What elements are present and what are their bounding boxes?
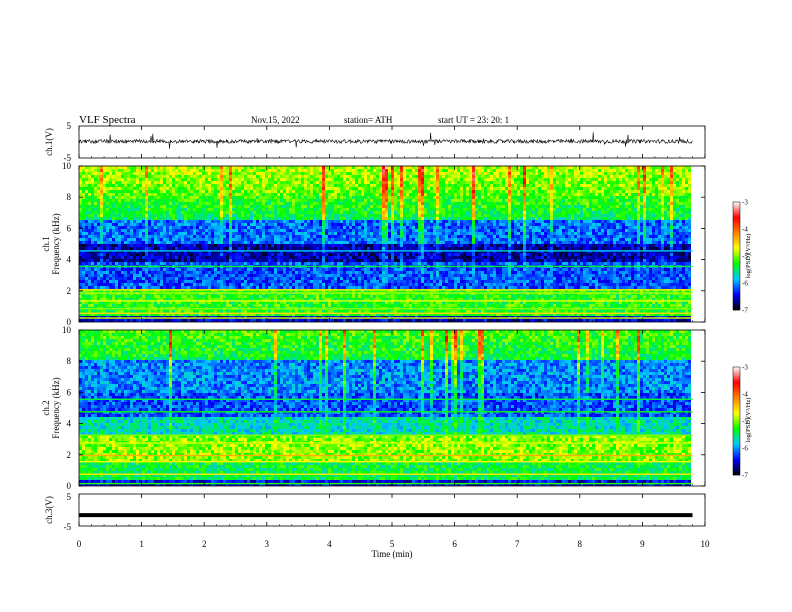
ch1-channel-label: ch.1 xyxy=(41,236,51,251)
ch1-colorbar-tick-label: -3 xyxy=(742,199,748,207)
ch1-waveform-line xyxy=(78,132,693,149)
ch1-ytick-top: 5 xyxy=(67,121,72,131)
ch1-spectrogram-ytick-label: 4 xyxy=(67,255,72,265)
ch3-waveform-panel: 5 -5 ch.3(V) xyxy=(44,492,706,532)
x-tick-label: 7 xyxy=(515,539,520,549)
ch2-colorbar-tick-label: -7 xyxy=(742,472,748,480)
ch2-spectrogram-ytick-label: 8 xyxy=(67,356,72,366)
station-label: station= ATH xyxy=(344,115,393,125)
ch1-colorbar: -3 -4 -5 -6 -7 xyxy=(732,199,748,315)
x-tick-label: 5 xyxy=(390,539,395,549)
ch2-spectrogram-panel: 0 2 4 6 8 10 Frequency (kHz) ch.2 xyxy=(41,325,706,491)
time-axis: 0 1 2 3 4 5 6 7 8 9 10 xyxy=(77,126,710,549)
ch1-waveform-panel: 5 -5 ch.1(V) xyxy=(44,121,706,163)
ch3-ytick-top: 5 xyxy=(67,492,72,502)
date-label: Nov.15, 2022 xyxy=(251,115,300,125)
ch2-channel-label: ch.2 xyxy=(41,400,51,415)
x-tick-label: 1 xyxy=(139,539,144,549)
ch2-colorbar-tick-label: -5 xyxy=(742,418,748,426)
ch1-spectrogram-ytick-label: 0 xyxy=(67,317,72,327)
ch2-spectrogram-ytick-label: 0 xyxy=(67,481,72,491)
ch2-colorbar-tick-label: -6 xyxy=(742,445,748,453)
x-tick-label: 6 xyxy=(452,539,457,549)
ch1-frequency-ylabel: Frequency (kHz) xyxy=(51,213,61,274)
ch1-spectrogram-ytick-label: 10 xyxy=(62,161,72,171)
ch2-colorbar-label: log(PSD)(V²/Hz) xyxy=(745,398,752,443)
ch1-spectrogram-ytick-label: 2 xyxy=(67,286,72,296)
ch1-spectrogram-ytick-label: 8 xyxy=(67,192,72,202)
x-tick-label: 10 xyxy=(701,539,711,549)
ch1-colorbar-label: log(PSD)(V²/Hz) xyxy=(745,234,752,279)
ch2-spectrogram-ytick-label: 6 xyxy=(67,387,72,397)
ch2-frequency-ylabel: Frequency (kHz) xyxy=(51,377,61,438)
figure-title: VLF Spectra xyxy=(79,114,136,126)
ch3-ytick-bottom: -5 xyxy=(64,522,72,532)
ch1-ytick-bottom: -5 xyxy=(64,153,72,163)
ch1-colorbar-tick-label: -6 xyxy=(742,280,748,288)
ch1-spectrogram-image xyxy=(79,166,705,322)
ch1-spectrogram-panel: 0 2 4 6 8 10 Frequency (kHz) ch.1 xyxy=(41,161,706,327)
ch2-spectrogram-ytick-label: 2 xyxy=(67,450,72,460)
start-ut-label: start UT = 23: 20: 1 xyxy=(438,115,509,125)
x-tick-label: 4 xyxy=(327,539,332,549)
ch2-colorbar: -3 -4 -5 -6 -7 xyxy=(732,364,748,480)
ch2-colorbar-tick-label: -4 xyxy=(742,391,748,399)
ch2-colorbar-tick-label: -3 xyxy=(742,364,748,372)
ch1-waveform-ylabel: ch.1(V) xyxy=(44,128,54,156)
ch3-waveform-ylabel: ch.3(V) xyxy=(44,496,54,524)
x-tick-label: 3 xyxy=(265,539,270,549)
x-tick-label: 8 xyxy=(578,539,583,549)
ch1-spectrogram-ytick-label: 6 xyxy=(67,223,72,233)
x-tick-label: 2 xyxy=(202,539,207,549)
time-axis-label: Time (min) xyxy=(372,549,413,559)
ch1-colorbar-tick-label: -5 xyxy=(742,253,748,261)
x-tick-label: 9 xyxy=(640,539,645,549)
ch1-colorbar-tick-label: -4 xyxy=(742,226,748,234)
ch1-colorbar-tick-label: -7 xyxy=(742,307,748,315)
ch2-spectrogram-ytick-label: 10 xyxy=(62,325,72,335)
ch2-spectrogram-image xyxy=(79,330,705,486)
ch2-spectrogram-ytick-label: 4 xyxy=(67,419,72,429)
x-tick-label: 0 xyxy=(77,539,82,549)
